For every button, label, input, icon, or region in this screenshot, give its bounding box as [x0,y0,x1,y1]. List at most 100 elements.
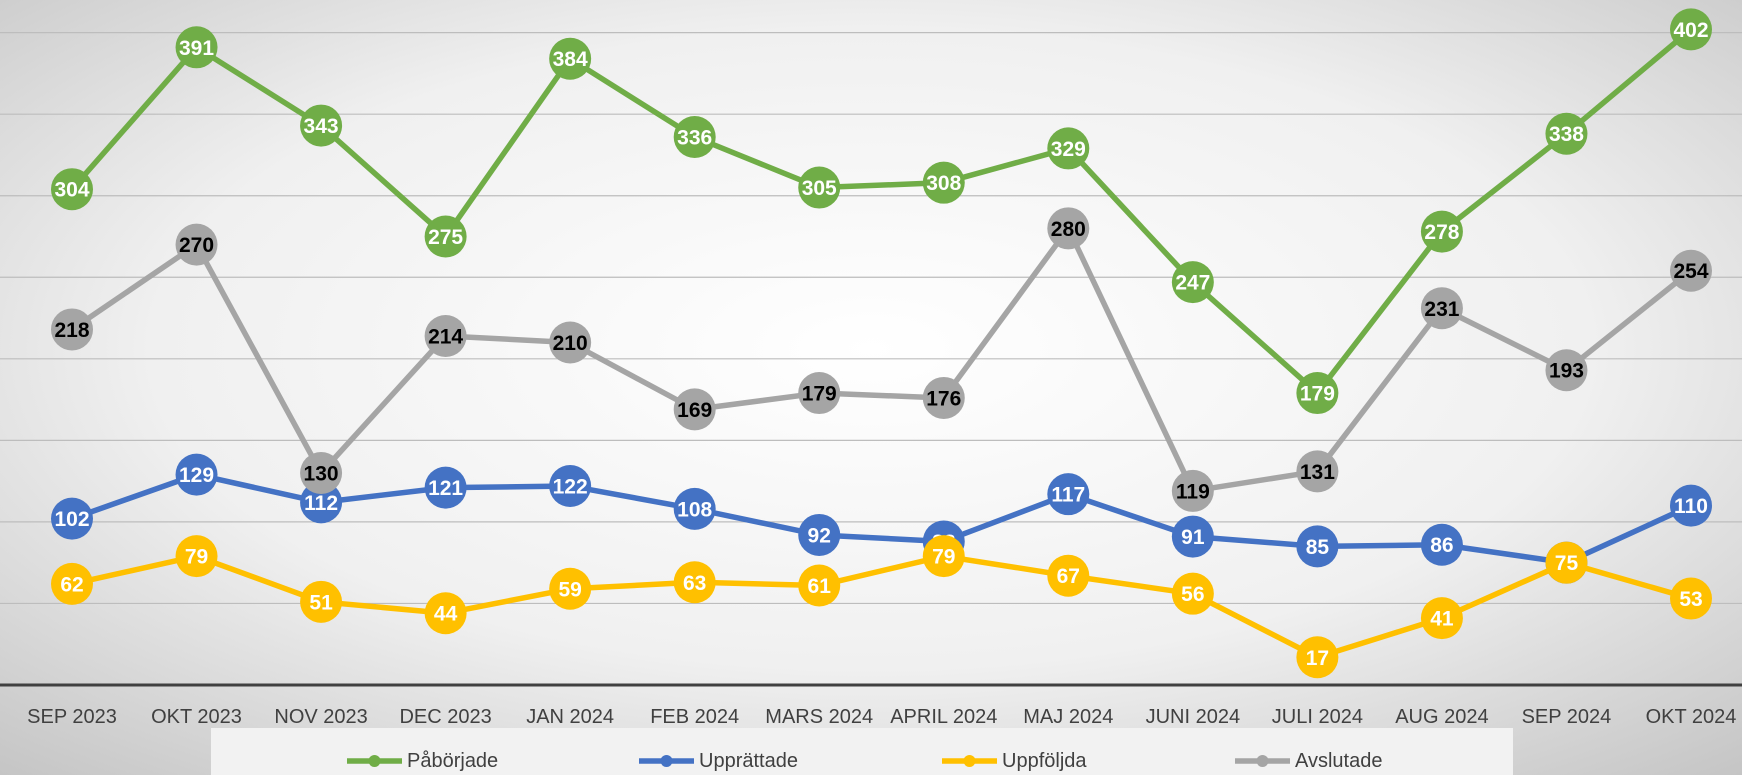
data-point [1420,287,1463,330]
data-point [922,161,965,204]
x-tick-label: APRIL 2024 [890,706,997,728]
data-point [1047,473,1090,516]
data-label: 270 [179,234,214,257]
data-label: 79 [932,546,955,569]
data-label: 79 [185,546,208,569]
data-label: 254 [1673,260,1708,283]
data-label: 131 [1300,461,1335,484]
data-point [424,215,467,258]
data-point [673,561,716,604]
data-point [1420,523,1463,566]
data-label: 91 [1181,526,1205,549]
data-point [673,388,716,431]
data-point [1670,8,1712,51]
data-point [1171,515,1214,558]
data-label: 214 [428,325,463,348]
x-tick-label: AUG 2024 [1395,706,1488,728]
legend-marker [368,755,381,767]
data-label: 210 [553,332,588,355]
data-label: 108 [677,498,712,521]
data-label: 329 [1051,138,1086,161]
data-label: 304 [54,179,89,202]
data-point [175,26,218,69]
data-point [1171,261,1214,304]
legend-marker [1256,755,1269,767]
data-label: 41 [1430,608,1454,631]
legend-label: Påbörjade [407,750,498,772]
data-label: 121 [428,477,463,500]
data-point [798,513,841,556]
data-point [51,168,93,211]
x-tick-label: FEB 2024 [650,706,739,728]
data-point [300,580,343,623]
x-tick-label: JULI 2024 [1272,706,1363,728]
data-label: 92 [808,524,831,547]
data-point [1545,349,1588,392]
data-point [51,562,93,605]
data-point [51,308,93,351]
x-tick-label: NOV 2023 [274,706,367,728]
data-label: 179 [802,383,837,406]
data-label: 51 [309,591,333,614]
data-label: 110 [1674,495,1708,518]
data-label: 122 [553,476,588,499]
data-point [424,592,467,635]
x-tick-label: OKT 2024 [1646,706,1737,728]
legend-label: Avslutade [1295,750,1382,772]
data-point [300,451,343,494]
data-point [1545,112,1588,155]
data-point [1171,572,1214,615]
data-point [1047,127,1090,170]
data-label: 59 [558,578,581,601]
data-label: 231 [1424,298,1459,321]
data-label: 280 [1051,218,1086,241]
data-label: 308 [926,172,961,195]
data-point [1670,249,1712,292]
x-tick-label: JAN 2024 [526,706,614,728]
series-line [70,225,1693,494]
x-tick-label: MARS 2024 [765,706,873,728]
x-tick-label: SEP 2023 [27,706,117,728]
data-label: 75 [1555,552,1579,575]
data-label: 336 [677,127,712,150]
data-point [798,372,841,415]
legend-marker [963,755,976,767]
data-label: 338 [1549,123,1584,146]
data-label: 102 [54,508,89,531]
data-label: 402 [1673,19,1708,42]
data-label: 384 [553,48,588,71]
data-label: 67 [1057,565,1080,588]
data-label: 56 [1181,583,1204,606]
x-tick-label: MAJ 2024 [1023,706,1113,728]
data-point [1047,554,1090,597]
data-label: 117 [1051,484,1085,507]
data-point [549,37,592,80]
data-point [549,321,592,364]
data-point [1545,541,1588,584]
data-point [798,564,841,607]
data-point [300,104,343,147]
data-label: 61 [808,575,832,598]
data-point [549,567,592,610]
x-tick-label: OKT 2023 [151,706,242,728]
x-tick-label: SEP 2024 [1522,706,1612,728]
data-label: 130 [304,462,339,485]
data-label: 129 [179,464,214,487]
data-label: 44 [434,603,458,626]
data-point [922,535,965,578]
data-point [175,535,218,578]
data-label: 343 [304,115,339,138]
data-label: 278 [1424,221,1459,244]
data-point [424,314,467,357]
data-label: 119 [1176,480,1210,503]
data-label: 86 [1430,534,1453,557]
data-point [673,116,716,158]
legend-label: Upprättade [699,750,798,772]
data-label: 193 [1549,360,1584,383]
data-point [1420,210,1463,253]
data-point [922,376,965,419]
data-point [1296,372,1339,415]
data-label: 179 [1300,383,1335,406]
